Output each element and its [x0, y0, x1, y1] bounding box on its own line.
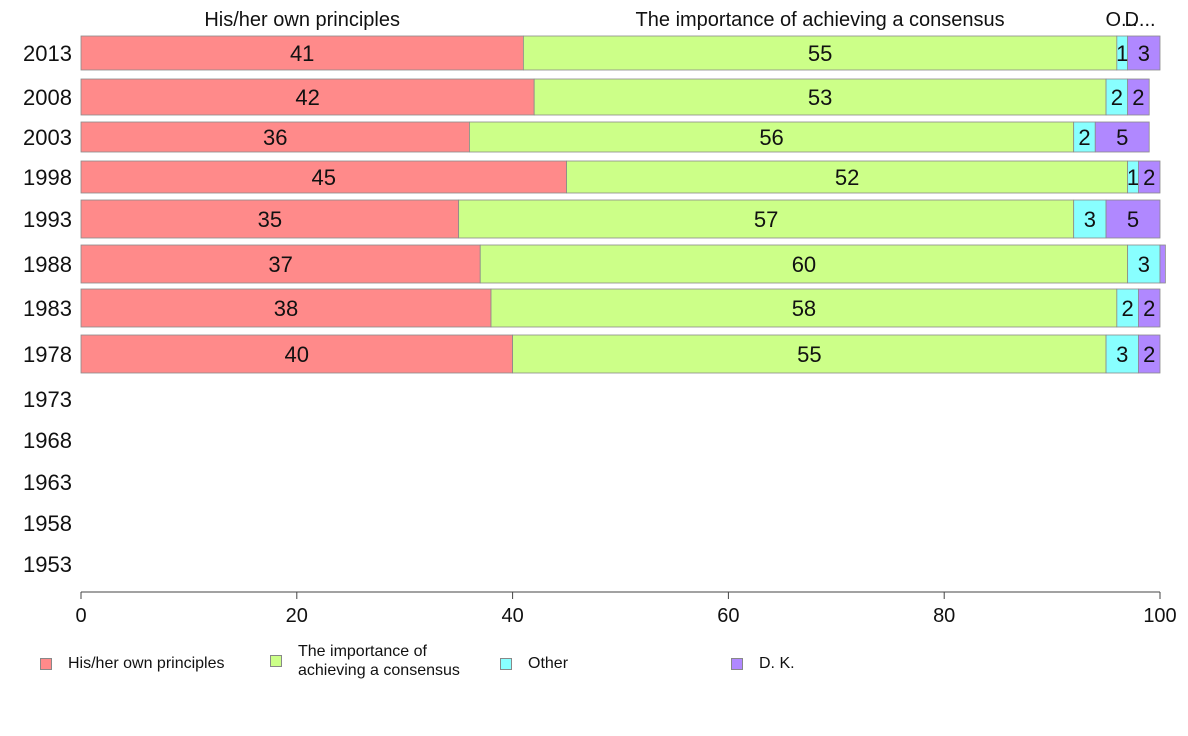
- y-tick-label-1968: 1968: [23, 428, 72, 453]
- x-tick-label-80: 80: [933, 605, 955, 627]
- y-tick-label-1988: 1988: [23, 252, 72, 277]
- data-label-1993-other: 3: [1084, 207, 1096, 232]
- data-label-2013-d-k: 3: [1138, 41, 1150, 66]
- series-header-his-her-own-principles: His/her own principles: [204, 9, 400, 31]
- bar-1978-d-k: [1138, 334, 1161, 374]
- data-label-2008-d-k: 2: [1132, 85, 1144, 110]
- data-label-1988-other: 3: [1138, 252, 1150, 277]
- series-header-other: O...: [1106, 9, 1138, 31]
- data-label-1988-the-importance-of-achieving-a-consensus: 60: [792, 252, 816, 277]
- bar-1998-the-importance-of-achieving-a-consensus: [566, 160, 1129, 194]
- data-label-1983-his-her-own-principles: 38: [274, 296, 298, 321]
- bar-2008-the-importance-of-achieving-a-consensus: [533, 78, 1107, 116]
- data-label-1978-other: 3: [1116, 342, 1128, 367]
- bar-2003-d-k: [1094, 121, 1150, 153]
- legend-label-dk: D. K.: [759, 655, 795, 672]
- y-tick-label-2008: 2008: [23, 85, 72, 110]
- data-label-1993-the-importance-of-achieving-a-consensus: 57: [754, 207, 778, 232]
- y-tick-label-1958: 1958: [23, 511, 72, 536]
- legend-label-other: Other: [528, 655, 569, 672]
- data-label-1978-the-importance-of-achieving-a-consensus: 55: [797, 342, 821, 367]
- legend-swatch-own-principles: [40, 657, 52, 670]
- data-label-1983-d-k: 2: [1143, 296, 1155, 321]
- data-label-1988-his-her-own-principles: 37: [268, 252, 292, 277]
- y-tick-label-2003: 2003: [23, 125, 72, 150]
- bar-2013-d-k: [1127, 35, 1161, 71]
- data-label-1978-his-her-own-principles: 40: [285, 342, 309, 367]
- y-tick-label-1978: 1978: [23, 342, 72, 367]
- data-label-1998-other: 1: [1127, 165, 1139, 190]
- data-label-1983-other: 2: [1122, 296, 1134, 321]
- bar-2013-the-importance-of-achieving-a-consensus: [522, 35, 1118, 71]
- bar-1988-d-k: [1159, 244, 1166, 284]
- x-tick-label-20: 20: [286, 605, 308, 627]
- legend-swatch-other: [500, 657, 512, 670]
- legend-swatch-dk: [731, 657, 743, 670]
- y-tick-label-1998: 1998: [23, 165, 72, 190]
- bar-2008-d-k: [1127, 78, 1150, 116]
- y-tick-label-1993: 1993: [23, 207, 72, 232]
- legend-item-dk: D. K.: [731, 654, 795, 673]
- data-label-1978-d-k: 2: [1143, 342, 1155, 367]
- stacked-bar-chart: His/her own principles The importance of …: [23, 9, 1177, 627]
- legend-item-consensus: The importance of achieving a consensus: [270, 642, 488, 680]
- bar-2003-his-her-own-principles: [80, 121, 470, 153]
- data-label-2003-the-importance-of-achieving-a-consensus: 56: [759, 125, 783, 150]
- bar-1988-the-importance-of-achieving-a-consensus: [479, 244, 1129, 284]
- bar-1993-d-k: [1105, 199, 1161, 239]
- bar-1993-his-her-own-principles: [80, 199, 460, 239]
- legend: His/her own principles The importance of…: [0, 640, 1188, 690]
- bar-1988-his-her-own-principles: [80, 244, 481, 284]
- data-label-1998-his-her-own-principles: 45: [312, 165, 336, 190]
- data-label-2003-his-her-own-principles: 36: [263, 125, 287, 150]
- bar-1998-d-k: [1138, 160, 1161, 194]
- legend-item-other: Other: [500, 654, 568, 673]
- series-header-d-k: D...: [1124, 9, 1155, 31]
- legend-item-own-principles: His/her own principles: [40, 654, 225, 673]
- data-label-1993-d-k: 5: [1127, 207, 1139, 232]
- data-label-2013-his-her-own-principles: 41: [290, 41, 314, 66]
- y-tick-label-1963: 1963: [23, 470, 72, 495]
- legend-label-consensus: The importance of achieving a consensus: [298, 643, 460, 679]
- bar-1983-d-k: [1138, 288, 1161, 328]
- data-label-1983-the-importance-of-achieving-a-consensus: 58: [792, 296, 816, 321]
- data-label-1998-d-k: 2: [1143, 165, 1155, 190]
- bar-1978-other: [1105, 334, 1139, 374]
- y-tick-label-2013: 2013: [23, 41, 72, 66]
- x-tick-label-60: 60: [717, 605, 739, 627]
- data-label-1993-his-her-own-principles: 35: [258, 207, 282, 232]
- x-tick-label-40: 40: [501, 605, 523, 627]
- y-tick-label-1973: 1973: [23, 387, 72, 412]
- bar-1978-the-importance-of-achieving-a-consensus: [512, 334, 1107, 374]
- data-label-2008-his-her-own-principles: 42: [295, 85, 319, 110]
- series-header-the-importance-of-achieving-a-consensus: The importance of achieving a consensus: [636, 9, 1005, 31]
- data-label-2013-the-importance-of-achieving-a-consensus: 55: [808, 41, 832, 66]
- x-tick-label-0: 0: [75, 605, 86, 627]
- bar-1978-his-her-own-principles: [80, 334, 514, 374]
- bar-1983-the-importance-of-achieving-a-consensus: [490, 288, 1118, 328]
- bar-2008-his-her-own-principles: [80, 78, 535, 116]
- x-tick-label-100: 100: [1143, 605, 1176, 627]
- data-label-2003-d-k: 5: [1116, 125, 1128, 150]
- data-label-1998-the-importance-of-achieving-a-consensus: 52: [835, 165, 859, 190]
- data-label-2003-other: 2: [1078, 125, 1090, 150]
- y-tick-label-1953: 1953: [23, 552, 72, 577]
- bar-1983-his-her-own-principles: [80, 288, 492, 328]
- data-label-2008-other: 2: [1111, 85, 1123, 110]
- bar-1988-other: [1127, 244, 1161, 284]
- data-label-2013-other: 1: [1116, 41, 1128, 66]
- data-label-2008-the-importance-of-achieving-a-consensus: 53: [808, 85, 832, 110]
- legend-label-own-principles: His/her own principles: [68, 655, 225, 672]
- y-tick-label-1983: 1983: [23, 296, 72, 321]
- legend-swatch-consensus: [270, 655, 282, 667]
